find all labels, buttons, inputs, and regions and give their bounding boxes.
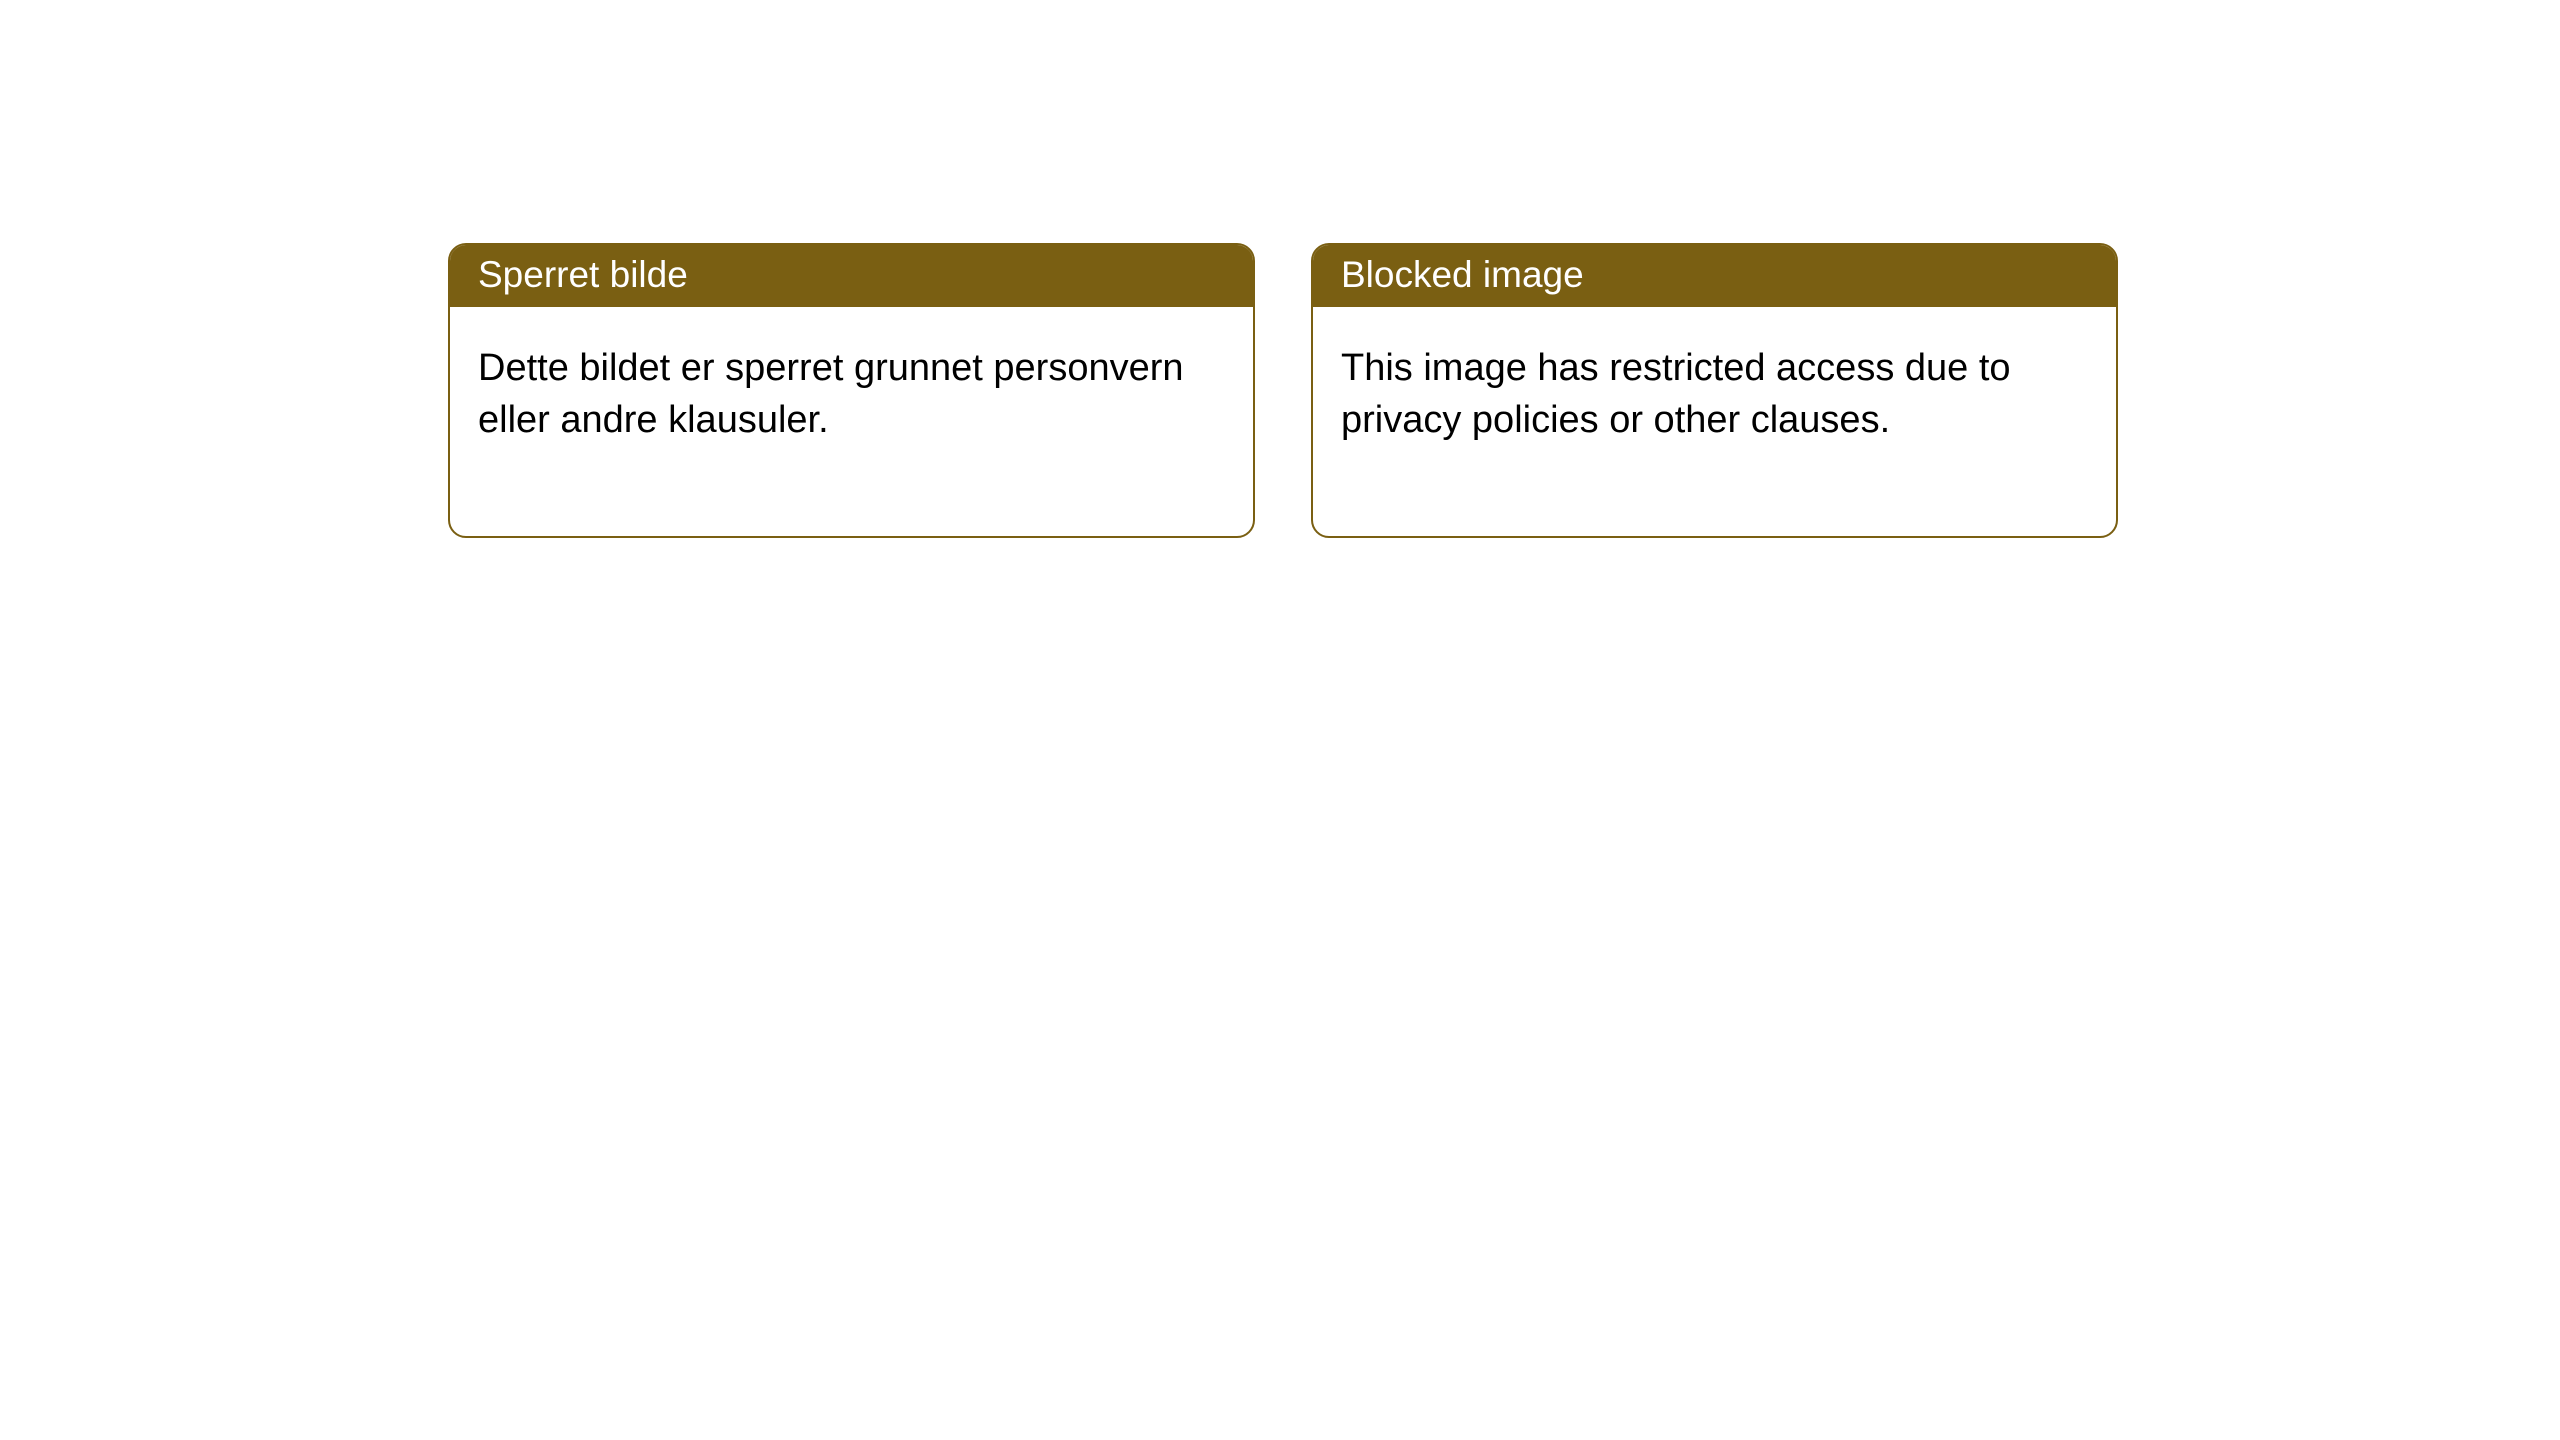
notice-title: Blocked image <box>1313 245 2116 307</box>
notice-body: Dette bildet er sperret grunnet personve… <box>450 307 1253 536</box>
notice-card-english: Blocked image This image has restricted … <box>1311 243 2118 538</box>
notice-card-norwegian: Sperret bilde Dette bildet er sperret gr… <box>448 243 1255 538</box>
notice-body: This image has restricted access due to … <box>1313 307 2116 536</box>
notice-title: Sperret bilde <box>450 245 1253 307</box>
notice-container: Sperret bilde Dette bildet er sperret gr… <box>0 0 2560 538</box>
